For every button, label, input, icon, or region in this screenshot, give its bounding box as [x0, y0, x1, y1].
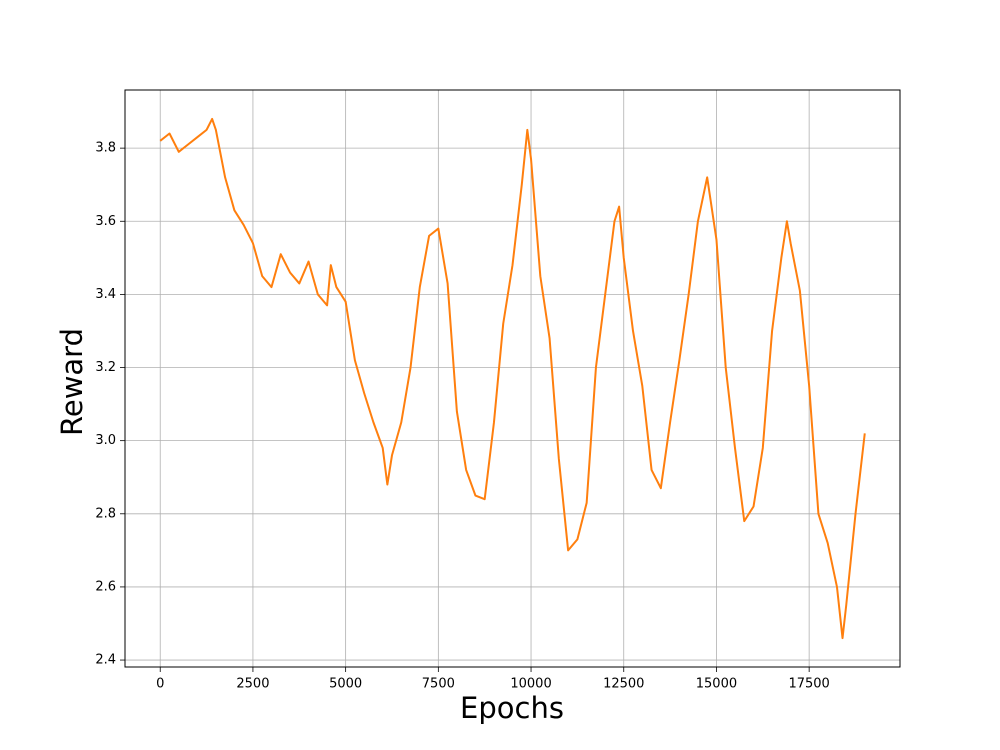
- y-axis-label: Reward: [55, 328, 89, 436]
- y-tick-label: 2.6: [95, 579, 116, 594]
- x-tick-label: 5000: [329, 677, 362, 692]
- y-tick-label: 2.8: [95, 506, 116, 521]
- data-line: [159, 117, 866, 640]
- x-axis-label: Epochs: [460, 691, 564, 725]
- x-tick-label: 10000: [510, 677, 551, 692]
- y-tick-label: 3.2: [95, 360, 116, 375]
- y-tick-label: 3.6: [95, 214, 116, 229]
- y-tick-label: 2.4: [95, 653, 116, 668]
- x-tick-label: 2500: [236, 677, 269, 692]
- y-tick-label: 3.0: [95, 433, 116, 448]
- x-tick-label: 7500: [422, 677, 455, 692]
- plot-frame: [124, 89, 901, 668]
- x-tick-label: 12500: [603, 677, 644, 692]
- x-tick-label: 17500: [788, 677, 829, 692]
- y-tick-label: 3.4: [95, 287, 116, 302]
- y-tick-label: 3.8: [95, 141, 116, 156]
- x-tick-label: 15000: [696, 677, 737, 692]
- x-tick-label: 0: [156, 677, 164, 692]
